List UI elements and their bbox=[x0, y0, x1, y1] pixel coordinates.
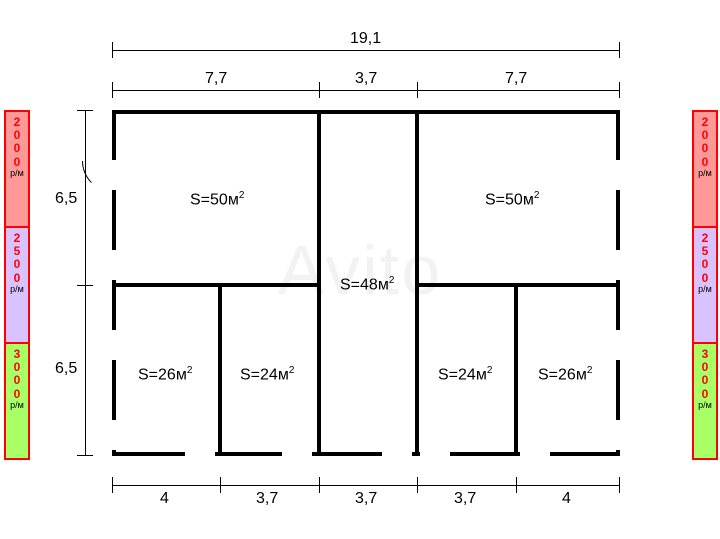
dim-tick bbox=[112, 477, 113, 493]
dim-tick bbox=[112, 82, 113, 98]
dim-left-1: 6,5 bbox=[55, 190, 77, 208]
door-bottom-4 bbox=[420, 452, 450, 456]
door-bottom-2 bbox=[282, 452, 312, 456]
dim-tick bbox=[619, 477, 620, 493]
wall-h-right-mid bbox=[415, 283, 620, 287]
price-cell-3000: 3000р/м bbox=[6, 342, 28, 458]
door-left-4 bbox=[112, 420, 116, 450]
dim-left-2: 6,5 bbox=[55, 360, 77, 378]
wall-h-left-mid bbox=[112, 283, 321, 287]
dim-tick bbox=[619, 82, 620, 98]
dim-tick bbox=[516, 477, 517, 493]
wall-v-br-divider bbox=[514, 283, 518, 456]
door-right-2 bbox=[616, 250, 620, 280]
label-middle: S=48м2 bbox=[340, 275, 394, 294]
door-bottom-5 bbox=[520, 452, 550, 456]
dim-bottom-2: 3,7 bbox=[256, 490, 278, 508]
label-bl1: S=26м2 bbox=[138, 365, 192, 384]
label-br1: S=24м2 bbox=[438, 365, 492, 384]
door-right-1 bbox=[616, 160, 620, 190]
dim-tick bbox=[417, 477, 418, 493]
dim-tick-h bbox=[77, 285, 93, 286]
door-left-2 bbox=[112, 250, 116, 280]
label-br2: S=26м2 bbox=[538, 365, 592, 384]
dim-bottom-4: 3,7 bbox=[454, 490, 476, 508]
door-bottom-1 bbox=[185, 452, 215, 456]
dim-tick-h bbox=[77, 455, 93, 456]
dim-tick-h bbox=[77, 110, 93, 111]
price-strip-left: 2000р/м 2500р/м 3000р/м bbox=[4, 110, 30, 460]
door-right-3 bbox=[616, 330, 620, 360]
dim-tick bbox=[220, 477, 221, 493]
dim-top-total: 19,1 bbox=[350, 30, 381, 48]
dim-top-total-line bbox=[112, 50, 620, 51]
dim-tick bbox=[319, 82, 320, 98]
dim-bottom-5: 4 bbox=[562, 490, 571, 508]
dim-bottom-3: 3,7 bbox=[355, 490, 377, 508]
dim-bottom-line bbox=[112, 485, 620, 486]
door-left-3 bbox=[112, 330, 116, 360]
door-bottom-3 bbox=[382, 452, 412, 456]
price-cell-2500: 2500р/м bbox=[6, 226, 28, 342]
price-cell-3000: 3000р/м bbox=[694, 342, 716, 458]
price-strip-right: 2000р/м 2500р/м 3000р/м bbox=[692, 110, 718, 460]
dim-top-seg-2: 3,7 bbox=[355, 70, 377, 88]
dim-tick bbox=[112, 42, 113, 58]
label-bl2: S=24м2 bbox=[240, 365, 294, 384]
door-right-4 bbox=[616, 420, 620, 450]
dim-bottom-1: 4 bbox=[160, 490, 169, 508]
label-top-right: S=50м2 bbox=[485, 190, 539, 209]
wall-top bbox=[112, 110, 620, 114]
dim-top-seg-3: 7,7 bbox=[505, 70, 527, 88]
dim-tick bbox=[417, 82, 418, 98]
label-top-left: S=50м2 bbox=[190, 190, 244, 209]
dim-left-line bbox=[85, 110, 86, 456]
dim-tick bbox=[619, 42, 620, 58]
wall-v-bl-divider bbox=[218, 283, 222, 456]
dim-top-seg-line bbox=[112, 90, 620, 91]
price-cell-2000: 2000р/м bbox=[6, 112, 28, 226]
price-cell-2500: 2500р/м bbox=[694, 226, 716, 342]
dim-tick bbox=[319, 477, 320, 493]
dim-top-seg-1: 7,7 bbox=[205, 70, 227, 88]
price-cell-2000: 2000р/м bbox=[694, 112, 716, 226]
